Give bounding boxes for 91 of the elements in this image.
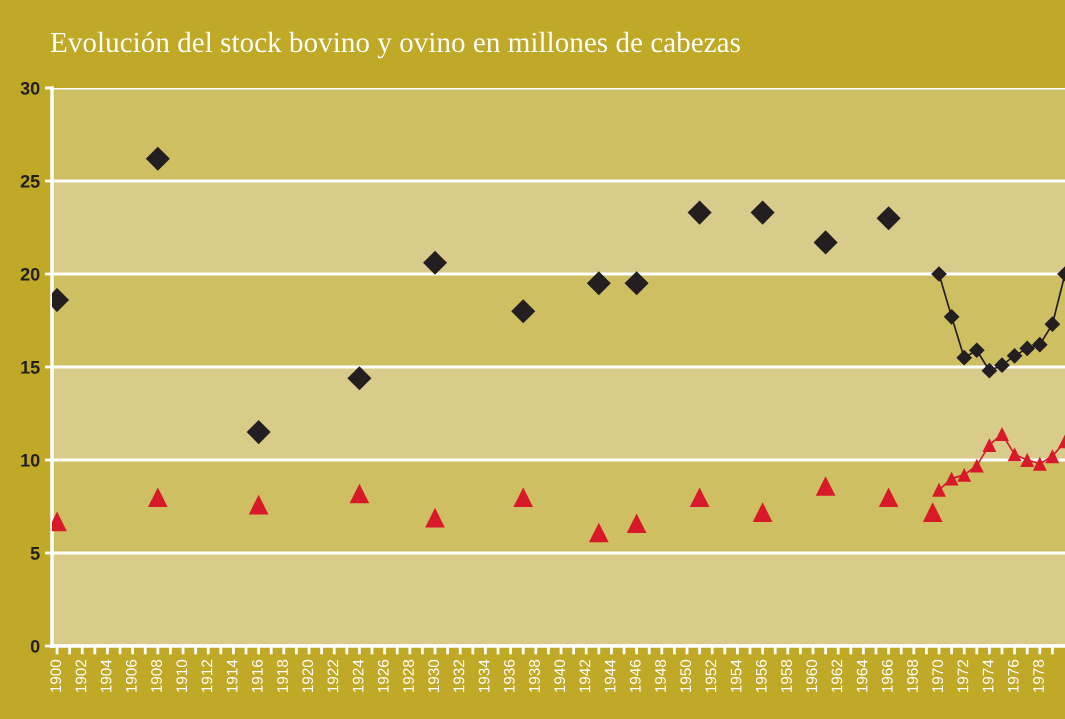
y-tick-label: 5	[30, 547, 40, 560]
x-tick-label: 1926	[377, 659, 389, 693]
x-tick-label: 1972	[957, 659, 969, 693]
x-tick-label: 1900	[50, 659, 62, 693]
x-tick-label: 1966	[881, 659, 893, 693]
chart-title: Evolución del stock bovino y ovino en millones de cabezas	[50, 31, 740, 59]
point	[246, 420, 271, 445]
x-tick-label: 1944	[604, 659, 616, 693]
point	[347, 366, 372, 391]
point	[815, 476, 836, 496]
point	[586, 271, 611, 296]
point	[624, 271, 649, 296]
point	[813, 230, 838, 255]
x-tick-label: 1956	[755, 659, 767, 693]
point	[687, 200, 712, 225]
x-tick-label: 1918	[277, 659, 288, 693]
x-tick-label: 1954	[730, 659, 742, 693]
x-tick-label: 1960	[806, 659, 818, 693]
y-tick-label: 25	[20, 174, 40, 188]
point	[968, 342, 985, 359]
point	[752, 502, 773, 522]
point	[145, 146, 170, 171]
x-tick-label: 1940	[554, 659, 566, 693]
point	[626, 513, 647, 534]
point	[957, 467, 972, 482]
point	[148, 487, 168, 508]
point	[931, 266, 947, 282]
x-tick-label: 1936	[503, 659, 515, 693]
point	[349, 483, 370, 504]
x-tick-label: 1930	[428, 659, 440, 693]
point	[248, 494, 269, 515]
x-tick-label: 1924	[352, 659, 364, 693]
y-tick-label: 30	[20, 81, 40, 95]
point	[956, 349, 973, 366]
point	[1006, 347, 1023, 364]
y-tick-label: 15	[21, 361, 40, 374]
x-tick-label: 1914	[226, 659, 238, 693]
x-tick-label: 1950	[680, 659, 692, 693]
point	[423, 250, 448, 275]
x-tick-label: 1916	[251, 659, 263, 693]
x-tick-label: 1968	[907, 659, 918, 693]
point	[1020, 453, 1035, 467]
point	[876, 206, 901, 231]
x-tick-label: 1910	[176, 659, 188, 693]
point	[1007, 447, 1022, 462]
point	[750, 200, 775, 225]
y-tick-label: 10	[21, 453, 40, 467]
x-tick-label: 1958	[781, 659, 792, 693]
x-tick-label: 1948	[655, 659, 666, 693]
x-tick-label: 1906	[125, 659, 137, 693]
x-tick-label: 1904	[100, 659, 112, 693]
x-tick-label: 1938	[529, 659, 540, 693]
point	[944, 471, 959, 486]
y-tick-label: 0	[30, 639, 40, 653]
point	[969, 458, 984, 473]
x-tick-label: 1942	[579, 659, 591, 693]
x-tick-label: 1952	[705, 659, 717, 693]
point	[511, 299, 536, 324]
point	[689, 487, 710, 508]
point	[982, 438, 997, 453]
point	[981, 362, 998, 379]
x-tick-label: 1912	[201, 659, 213, 693]
x-tick-label: 1922	[327, 659, 339, 693]
point	[995, 427, 1009, 441]
point	[994, 357, 1010, 373]
x-tick-label: 1964	[856, 659, 868, 693]
x-tick-label: 1978	[1033, 659, 1044, 693]
point	[943, 308, 960, 325]
point	[513, 487, 534, 508]
x-tick-label: 1928	[403, 659, 414, 693]
x-tick-label: 1970	[932, 659, 944, 693]
x-tick-label: 1908	[151, 659, 162, 693]
point	[932, 482, 946, 497]
point	[1032, 456, 1047, 471]
x-tick-label: 1920	[302, 659, 314, 693]
point	[1045, 449, 1060, 464]
x-tick-label: 1934	[478, 659, 490, 693]
point	[425, 507, 445, 528]
point	[878, 487, 899, 508]
x-tick-label: 1932	[453, 659, 465, 693]
x-tick-label: 1946	[629, 659, 641, 693]
y-tick-label: 20	[20, 267, 40, 281]
point	[1031, 336, 1048, 353]
point	[589, 522, 609, 543]
point	[1044, 316, 1061, 333]
x-tick-label: 1974	[982, 659, 994, 693]
x-tick-label: 1902	[75, 659, 87, 693]
point	[1019, 340, 1036, 357]
x-tick-label: 1976	[1007, 659, 1019, 693]
point	[922, 502, 943, 522]
x-tick-label: 1962	[831, 659, 843, 693]
